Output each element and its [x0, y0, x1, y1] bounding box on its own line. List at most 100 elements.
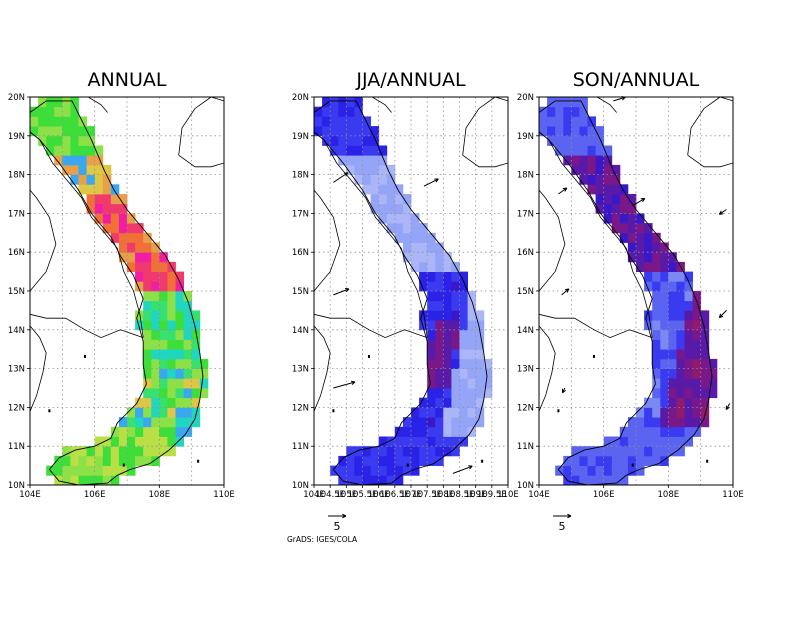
grid-cell	[346, 164, 355, 175]
grid-cell	[94, 465, 104, 476]
grid-cell	[595, 194, 605, 205]
grid-cell	[167, 358, 176, 369]
grid-cell	[668, 339, 677, 350]
wind-arrow-head	[564, 288, 570, 293]
grid-cell	[402, 242, 412, 253]
grid-cell	[411, 223, 420, 234]
grid-cell	[159, 397, 168, 408]
grid-cell	[70, 155, 79, 166]
grid-cell	[676, 368, 685, 379]
grid-cell	[338, 135, 347, 146]
grid-cell	[151, 397, 160, 408]
grid-cell	[611, 203, 621, 214]
grid-cell	[354, 455, 363, 466]
grid-cell	[644, 455, 653, 466]
grid-cell	[475, 368, 485, 379]
grid-cell	[571, 135, 580, 146]
grid-cell	[46, 126, 55, 137]
grid-cell	[467, 291, 477, 302]
grid-cell	[443, 310, 452, 321]
grid-cell	[435, 417, 444, 428]
grid-cell	[443, 320, 452, 331]
grid-cell	[708, 378, 718, 389]
grid-cell	[86, 465, 96, 476]
grid-cell	[151, 281, 160, 292]
grid-cell	[175, 349, 184, 360]
grid-cell	[563, 126, 572, 137]
grid-cell	[167, 281, 176, 292]
grid-cell	[151, 329, 160, 340]
grid-cell	[700, 358, 710, 369]
grid-cell	[668, 320, 677, 331]
grid-cell	[435, 368, 444, 379]
grid-cell	[191, 320, 201, 331]
grid-cell	[378, 184, 388, 195]
grid-cell	[700, 320, 710, 331]
grid-cell	[411, 455, 420, 466]
lat-tick-label: 11N	[517, 442, 534, 452]
grid-cell	[338, 465, 347, 476]
grid-cell	[199, 378, 209, 389]
grid-cell	[660, 417, 669, 428]
panel-title: SON/ANNUAL	[573, 69, 700, 91]
grid-cell	[362, 174, 371, 185]
grid-cell	[354, 446, 363, 457]
grid-cell	[443, 291, 452, 302]
grid-cell	[652, 436, 661, 447]
grid-cell	[692, 417, 702, 428]
grid-cell	[143, 339, 152, 350]
grid-cell	[411, 261, 420, 272]
grid-cell	[386, 174, 396, 185]
grid-cell	[86, 475, 96, 486]
lon-tick-label: 108E	[433, 490, 455, 500]
grid-cell	[459, 407, 468, 418]
grid-cell	[346, 155, 355, 166]
grid-cell	[338, 126, 347, 137]
grid-cell	[700, 310, 710, 321]
grid-cell	[571, 475, 580, 486]
grid-cell	[354, 174, 363, 185]
grid-cell	[378, 174, 388, 185]
grid-cell	[159, 388, 168, 399]
grid-cell	[459, 291, 468, 302]
grid-cell	[467, 320, 477, 331]
grid-cell	[378, 164, 388, 175]
grid-cell	[394, 213, 404, 224]
grid-cell	[676, 388, 685, 399]
grid-cell	[362, 126, 371, 137]
grid-cell	[346, 145, 355, 156]
grid-cell	[579, 116, 588, 127]
grid-cell	[183, 368, 193, 379]
grid-cell	[652, 378, 661, 389]
grid-cell	[402, 203, 412, 214]
grid-cell	[38, 135, 47, 146]
grid-cell	[459, 281, 468, 292]
lat-tick-label: 13N	[8, 365, 25, 375]
grid-cell	[199, 388, 209, 399]
grid-cell	[652, 329, 661, 340]
grid-cell	[459, 320, 468, 331]
grid-cell	[644, 310, 653, 321]
grid-cell	[611, 455, 621, 466]
grid-cell	[402, 455, 412, 466]
grid-cell	[322, 116, 331, 127]
grid-cell	[603, 174, 613, 185]
grid-cell	[78, 184, 87, 195]
grid-cell	[175, 310, 184, 321]
grid-cell	[692, 329, 702, 340]
grid-cell	[370, 446, 380, 457]
grid-cell	[70, 106, 79, 117]
grid-cell	[459, 417, 468, 428]
grid-cell	[183, 329, 193, 340]
grid-cell	[354, 155, 363, 166]
grid-cell	[151, 291, 160, 302]
grid-cell	[595, 455, 605, 466]
grid-cell	[94, 436, 104, 447]
grid-cell	[191, 388, 201, 399]
grid-cell	[338, 455, 347, 466]
wind-arrow	[452, 465, 473, 474]
grid-cell	[595, 135, 605, 146]
grid-cell	[362, 184, 371, 195]
grid-cell	[419, 407, 428, 418]
grid-cell	[467, 349, 477, 360]
